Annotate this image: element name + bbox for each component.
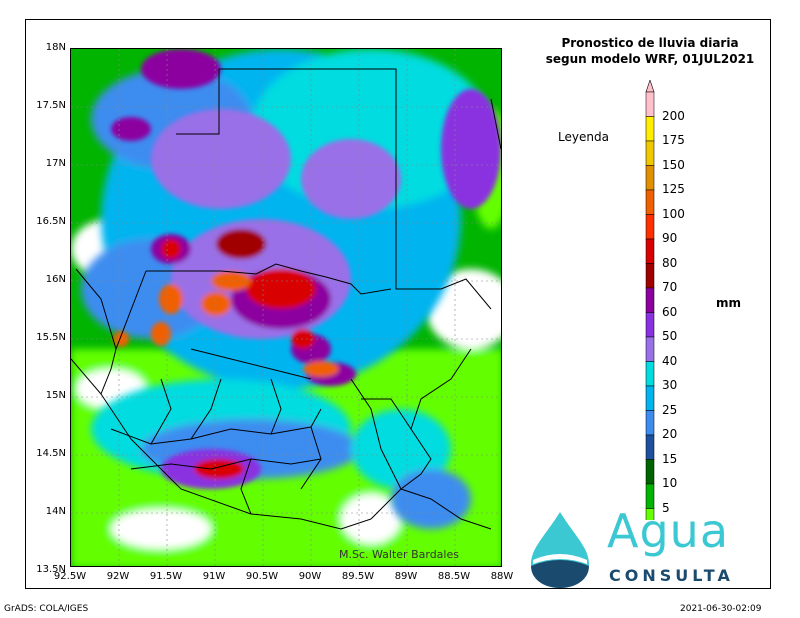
colorbar-level-label: 50	[662, 329, 678, 343]
colorbar-swatch	[645, 165, 655, 191]
colorbar-level-label: 40	[662, 353, 678, 368]
figure-frame	[25, 19, 771, 589]
colorbar-swatch	[645, 140, 655, 166]
colorbar-level-label: 90	[662, 231, 678, 245]
y-tick-label: 18N	[45, 42, 66, 53]
y-tick-label: 16.5N	[36, 216, 66, 227]
logo-subtitle: CONSULTA	[609, 566, 734, 585]
colorbar-level-label: 60	[662, 304, 678, 319]
colorbar-swatch	[645, 238, 655, 264]
y-tick-label: 17.5N	[36, 100, 66, 111]
y-tick-label: 17N	[45, 158, 66, 169]
colorbar-level-label: 15	[662, 451, 678, 466]
colorbar-level-label: 200	[662, 108, 685, 123]
colorbar-level-label: 5	[662, 500, 670, 515]
y-tick-label: 15.5N	[36, 332, 66, 343]
precipitation-map: M.Sc. Walter Bardales	[70, 48, 502, 567]
colorbar-swatch	[645, 263, 655, 289]
legend-label: Leyenda	[558, 130, 609, 144]
x-tick-label: 90W	[298, 571, 322, 582]
colorbar-swatch	[645, 287, 655, 313]
y-tick-label: 14.5N	[36, 448, 66, 459]
colorbar-level-label: 30	[662, 378, 678, 392]
country-borders	[71, 68, 501, 530]
chart-title-line2: segun modelo WRF, 01JUL2021	[545, 52, 755, 66]
agua-consulta-logo: Agua CONSULTA	[525, 504, 775, 588]
footer-right: 2021-06-30-02:09	[680, 604, 762, 614]
x-tick-label: 88.5W	[437, 571, 471, 582]
author-credit: M.Sc. Walter Bardales	[339, 548, 459, 561]
colorbar-swatch	[645, 410, 655, 436]
footer-left: GrADS: COLA/IGES	[4, 604, 89, 614]
colorbar-swatch	[645, 385, 655, 411]
colorbar-level-label: 10	[662, 476, 678, 490]
colorbar-swatch	[645, 508, 655, 520]
y-tick-label: 15N	[45, 390, 66, 401]
chart-title-line1: Pronostico de lluvia diaria	[561, 36, 739, 50]
x-tick-label: 91.5W	[149, 571, 183, 582]
x-tick-label: 91W	[202, 571, 226, 582]
colorbar	[645, 80, 655, 520]
colorbar-level-label: 25	[662, 402, 678, 417]
colorbar-swatch	[645, 312, 655, 338]
colorbar-swatch	[645, 434, 655, 460]
y-tick-label: 14N	[45, 506, 66, 517]
y-tick-label: 13.5N	[36, 564, 66, 575]
colorbar-swatch	[645, 214, 655, 240]
x-tick-label: 90.5W	[245, 571, 279, 582]
colorbar-arrow	[645, 80, 655, 93]
water-drop-icon	[531, 512, 589, 588]
colorbar-level-label: 100	[662, 206, 685, 221]
colorbar-swatch	[645, 189, 655, 215]
colorbar-level-label: 70	[662, 280, 678, 294]
colorbar-level-label: 20	[662, 427, 678, 441]
colorbar-level-label: 125	[662, 182, 685, 196]
colorbar-level-label: 150	[662, 157, 685, 172]
logo-word: Agua	[607, 504, 730, 558]
colorbar-swatch	[645, 361, 655, 387]
colorbar-level-label: 175	[662, 133, 685, 147]
graticule	[71, 49, 501, 566]
x-tick-label: 89.5W	[341, 571, 375, 582]
colorbar-level-label: 80	[662, 255, 678, 270]
colorbar-swatch	[645, 91, 655, 117]
y-tick-label: 16N	[45, 274, 66, 285]
x-tick-label: 92.5W	[53, 571, 87, 582]
x-tick-label: 92W	[106, 571, 130, 582]
colorbar-swatch	[645, 459, 655, 485]
x-tick-label: 88W	[490, 571, 514, 582]
map-canvas: M.Sc. Walter Bardales	[71, 49, 501, 566]
unit-label: mm	[716, 296, 742, 310]
x-tick-label: 89W	[394, 571, 418, 582]
colorbar-swatch	[645, 116, 655, 142]
colorbar-swatch	[645, 336, 655, 362]
